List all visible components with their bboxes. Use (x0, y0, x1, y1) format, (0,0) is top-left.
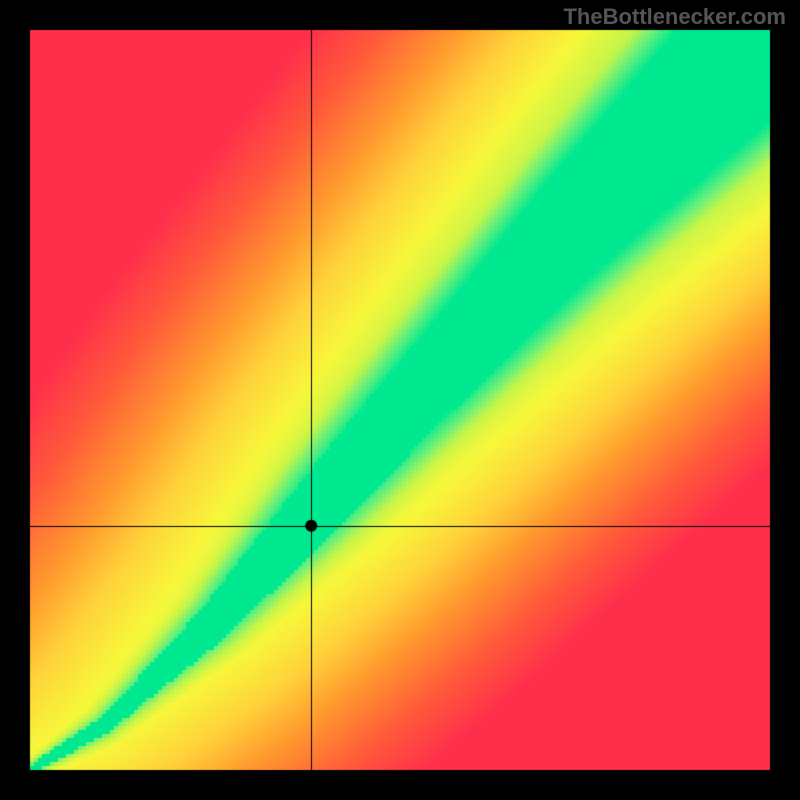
watermark-text: TheBottlenecker.com (563, 4, 786, 30)
chart-container: TheBottlenecker.com (0, 0, 800, 800)
heatmap-canvas (0, 0, 800, 800)
